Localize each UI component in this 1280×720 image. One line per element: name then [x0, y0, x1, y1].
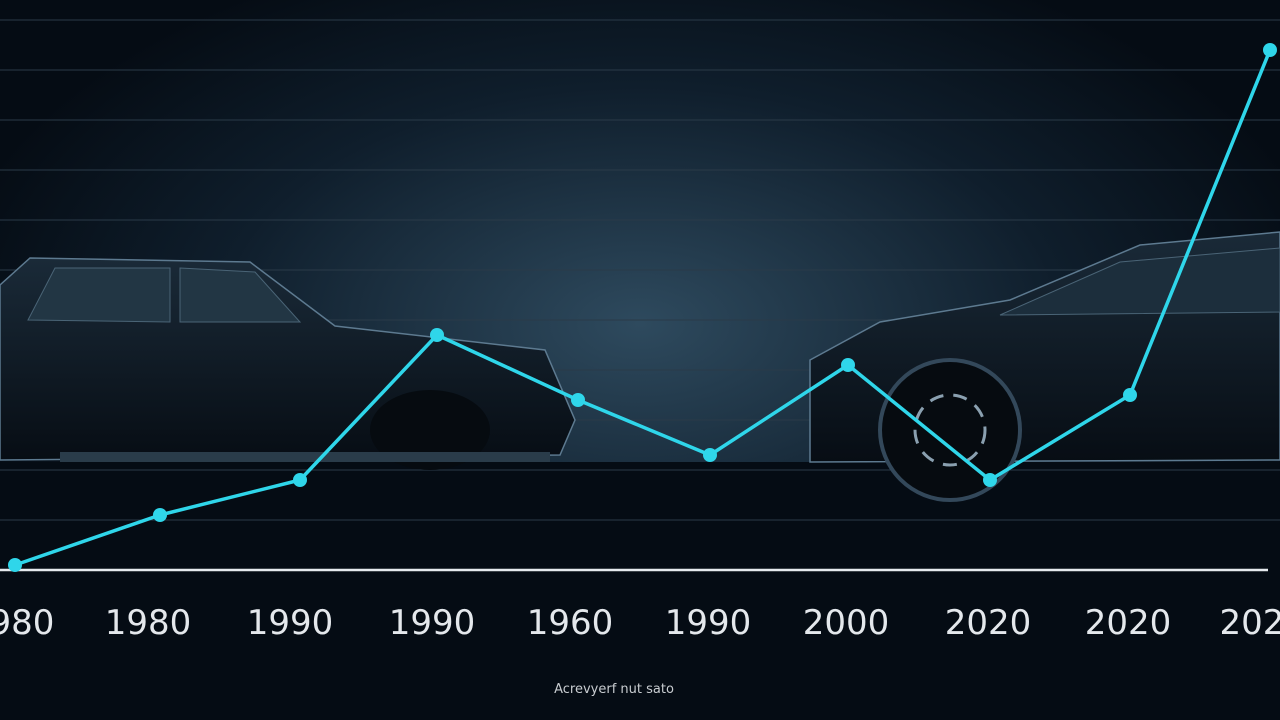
point — [8, 558, 22, 572]
new-car — [809, 231, 1280, 502]
x-tick-label: 2000 — [803, 603, 890, 643]
point — [153, 508, 167, 522]
x-tick-label: 1990 — [665, 603, 752, 643]
point — [841, 358, 855, 372]
point — [703, 448, 717, 462]
x-tick-label: 1980 — [105, 603, 192, 643]
point — [983, 473, 997, 487]
x-tick-label: 1990 — [247, 603, 334, 643]
x-tick-label: 1960 — [527, 603, 614, 643]
point — [1123, 388, 1137, 402]
x-tick-label: 2020 — [945, 603, 1032, 643]
line — [14, 49, 1272, 567]
x-tick-label: 2020 — [1085, 603, 1172, 643]
x-tick-label: 1990 — [389, 603, 476, 643]
point — [1263, 43, 1277, 57]
x-tick-label: 202 — [1220, 603, 1280, 643]
x-tick-label: 980 — [0, 603, 54, 643]
point — [571, 393, 585, 407]
point — [293, 473, 307, 487]
point — [430, 328, 444, 342]
old-car — [0, 257, 576, 470]
caption: Acrevyerf nut sato — [554, 682, 674, 697]
floor — [0, 462, 1280, 720]
